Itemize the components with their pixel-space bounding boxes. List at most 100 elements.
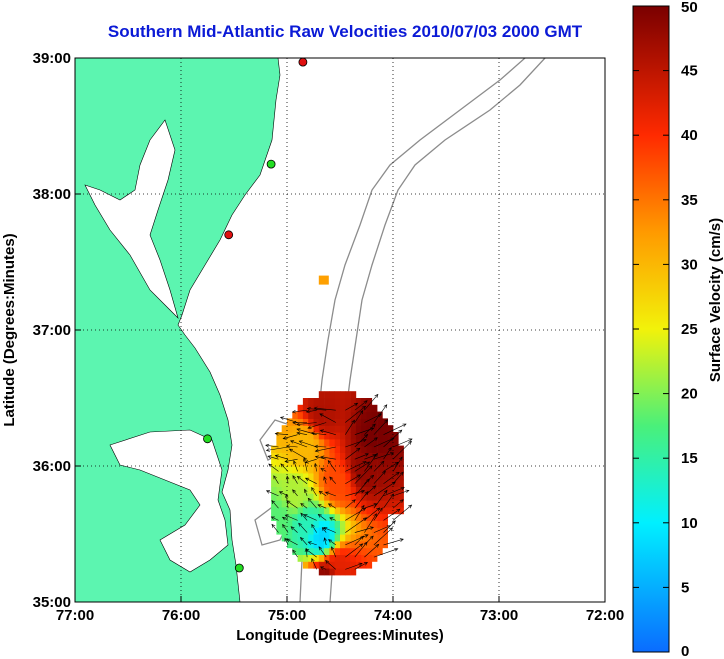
velocity-arrowhead [319,413,324,417]
velocity-cell [324,438,330,447]
velocity-cell [334,418,341,426]
velocity-cell [377,425,383,433]
velocity-arrowhead [304,488,308,493]
velocity-cell [329,493,335,501]
velocity-cell [382,445,388,453]
velocity-cell [334,459,341,467]
velocity-cell [340,534,346,542]
velocity-cell [350,520,357,528]
velocity-arrow [314,407,336,411]
velocity-cell [334,432,341,440]
velocity-cell [377,547,383,555]
velocity-cell [382,486,388,494]
velocity-cell [345,452,351,460]
velocity-arrow [383,487,405,497]
velocity-arrow [305,458,317,463]
station-marker [203,434,212,444]
velocity-cell [361,486,367,494]
velocity-arrow [304,489,308,497]
velocity-cell [377,540,383,549]
velocity-cell [313,520,320,528]
velocity-cell [297,486,304,494]
velocity-cell [297,472,304,481]
velocity-arrowhead [362,438,367,443]
pamlico-sound [109,429,229,573]
velocity-arrow [392,438,413,448]
velocity-arrow [364,535,374,546]
velocity-cell [324,513,330,521]
y-axis-label: Latitude (Degrees:Minutes) [1,233,18,426]
velocity-arrowhead [311,523,315,529]
velocity-cell [302,500,309,508]
chesapeake-bay [84,119,179,320]
velocity-arrowhead [383,489,388,494]
velocity-cell [292,425,298,433]
velocity-cell [340,472,346,481]
velocity-arrow [345,402,358,411]
velocity-arrowhead [323,537,327,542]
velocity-cell [377,445,383,453]
velocity-cell [281,466,288,474]
velocity-cell [361,500,367,508]
velocity-arrowhead [303,514,308,518]
velocity-cell [318,391,325,399]
velocity-arrow [373,404,388,423]
velocity-cell [366,404,373,413]
velocity-cell [292,459,298,467]
velocity-cell [355,398,362,406]
velocity-arrow [364,413,382,423]
velocity-cell [281,472,288,481]
velocity-cell [318,398,325,406]
velocity-cell [324,466,330,474]
colorbar-tick-label: 25 [681,321,698,338]
velocity-cell [340,506,346,515]
velocity-cell [281,534,288,542]
velocity-cell [345,472,351,481]
velocity-cell [324,452,330,460]
velocity-arrowhead [405,489,410,494]
velocity-arrow [392,499,404,509]
velocity-arrow [286,476,289,484]
velocity-cell [302,479,309,487]
velocity-cell [345,506,351,515]
velocity-arrow [305,477,317,484]
velocity-arrow [373,452,394,460]
velocity-arrow [364,507,380,521]
velocity-cell [318,438,325,447]
station-marker [224,230,234,240]
velocity-cell [366,438,373,447]
velocity-cell [292,527,298,535]
velocity-cell [271,486,277,494]
velocity-cell [324,486,330,494]
velocity-cell [271,493,277,501]
velocity-cell [361,404,367,413]
velocity-cell [355,506,362,515]
velocity-cell [308,513,314,521]
velocity-cell [308,493,314,501]
velocity-cell [313,432,320,440]
velocity-cell [334,411,341,419]
velocity-cell [297,418,304,426]
velocity-cell [377,411,383,419]
velocity-cell [292,540,298,549]
velocity-cell [334,493,341,501]
velocity-arrowhead [293,460,297,465]
velocity-cell [393,445,399,453]
velocity-cell [366,398,373,406]
velocity-cell [324,568,330,576]
x-tick-label: 73:00 [480,607,518,624]
velocity-cell [366,425,373,433]
velocity-cell [355,452,362,460]
velocity-cell [302,540,309,549]
velocity-arrow [345,447,361,460]
velocity-cell [382,520,388,528]
velocity-cell [334,486,341,494]
velocity-cell [313,445,320,453]
colorbar-label: Surface Velocity (cm/s) [707,218,724,382]
velocity-arrowhead [376,507,381,512]
velocity-cell [377,513,383,521]
y-tick-label: 35:00 [33,594,71,611]
velocity-arrowhead [362,405,367,410]
velocity-cell [329,486,335,494]
velocity-cell [377,472,383,481]
